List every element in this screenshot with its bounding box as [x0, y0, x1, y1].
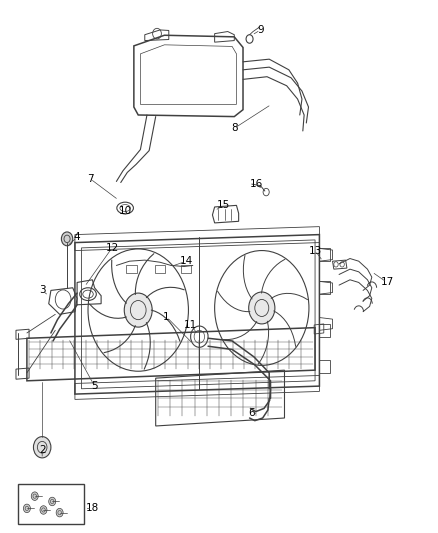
Text: 17: 17 [381, 278, 394, 287]
Text: 16: 16 [250, 179, 263, 189]
Text: 2: 2 [39, 445, 46, 455]
Text: 9: 9 [257, 25, 264, 35]
Text: 18: 18 [86, 503, 99, 513]
Text: 4: 4 [74, 232, 81, 243]
Circle shape [56, 508, 63, 517]
Circle shape [124, 293, 152, 327]
Text: 11: 11 [184, 320, 197, 330]
Text: 6: 6 [248, 408, 255, 418]
Circle shape [31, 492, 38, 500]
Text: 1: 1 [163, 312, 170, 322]
Text: 3: 3 [39, 286, 46, 295]
Text: 13: 13 [308, 246, 321, 255]
Circle shape [33, 437, 51, 458]
Circle shape [23, 504, 30, 513]
Text: 14: 14 [180, 256, 193, 266]
Text: 8: 8 [231, 123, 237, 133]
Circle shape [61, 232, 73, 246]
Circle shape [49, 497, 56, 506]
Circle shape [249, 292, 275, 324]
Text: 7: 7 [87, 174, 93, 184]
Text: 5: 5 [91, 381, 98, 391]
Text: 10: 10 [119, 206, 132, 216]
Text: 12: 12 [106, 243, 119, 253]
Text: 15: 15 [217, 200, 230, 211]
Circle shape [40, 506, 47, 514]
